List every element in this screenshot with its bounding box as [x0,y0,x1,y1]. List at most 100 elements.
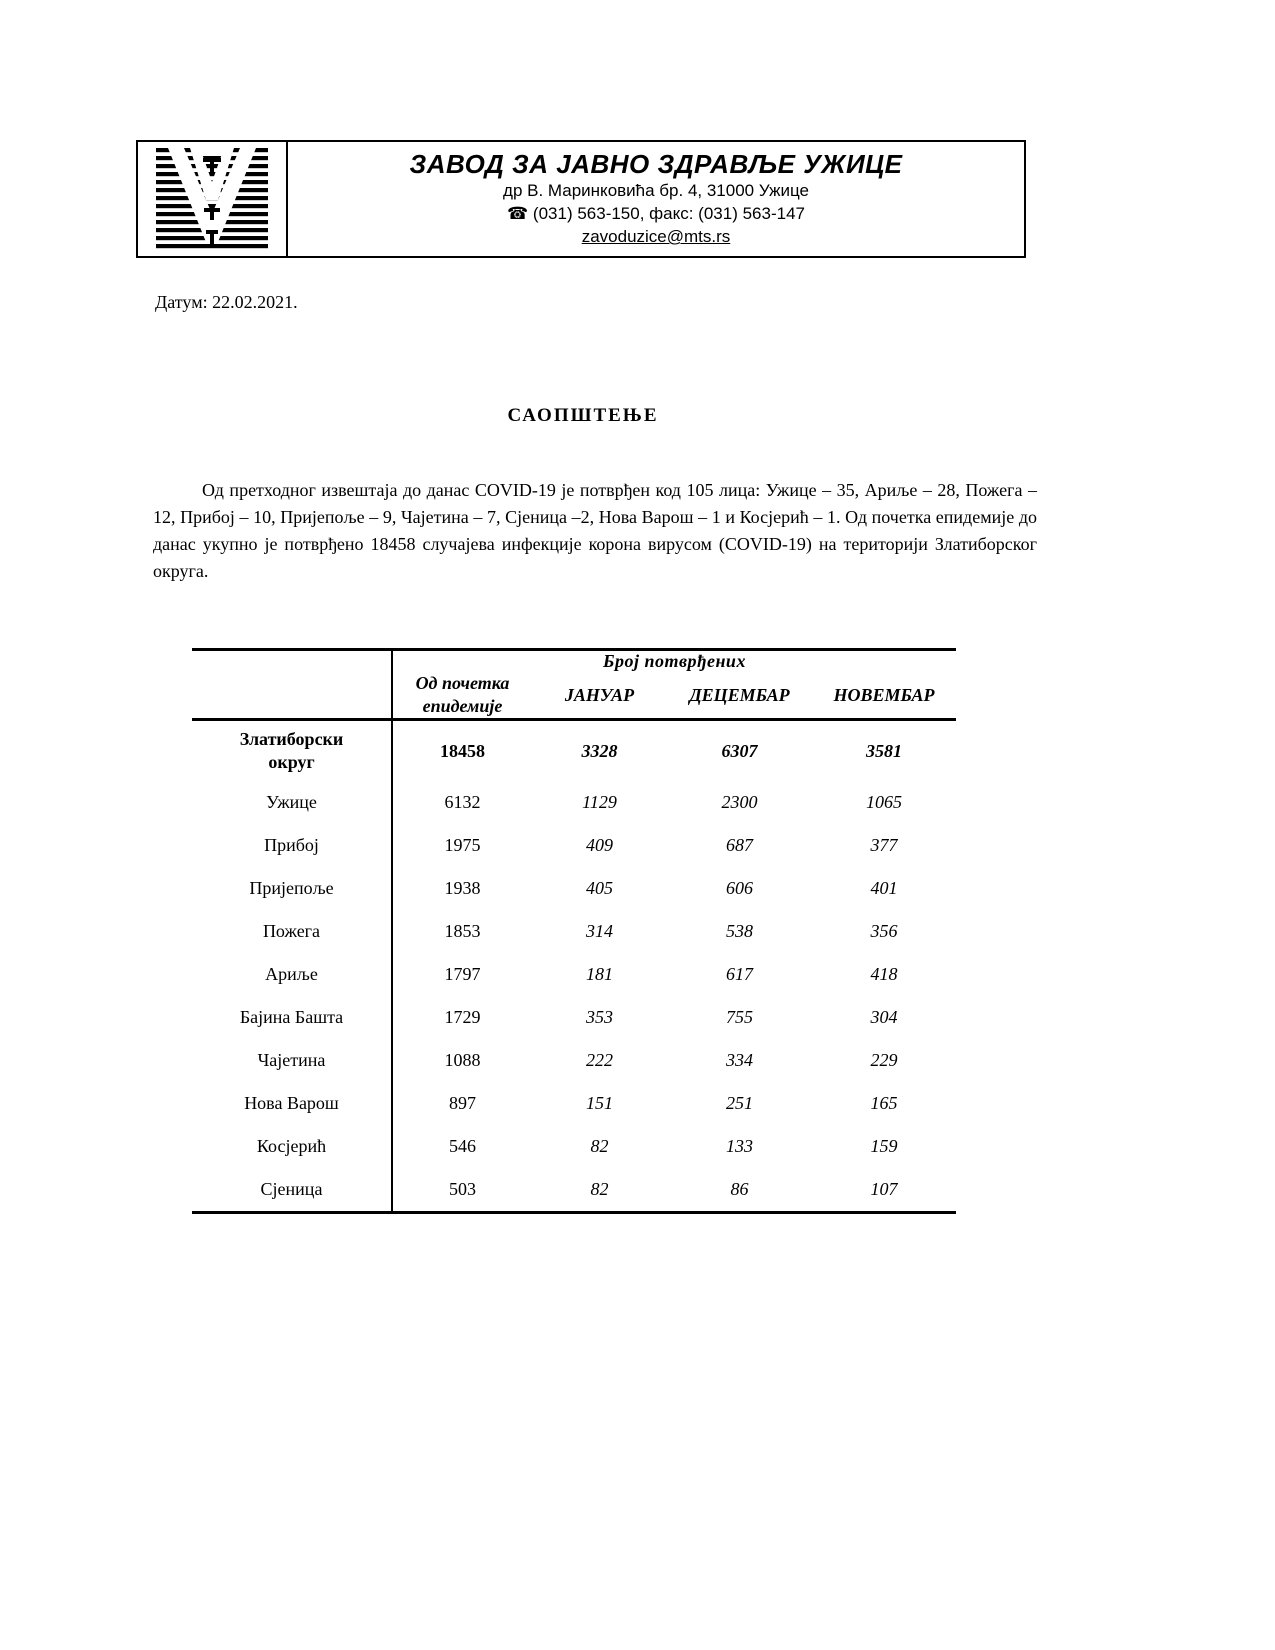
november-cases-cell: 165 [870,1093,898,1113]
table-row: Прибој 1975 409 687 377 [192,824,956,867]
total-cases-cell: 503 [449,1179,476,1199]
municipality-name: Златиборски округ [239,729,344,772]
total-cases-cell: 897 [449,1093,476,1113]
january-cases-cell: 405 [586,878,613,898]
letterhead-text: ЗАВОД ЗА ЈАВНО ЗДРАВЉЕ УЖИЦЕ др В. Марин… [288,142,1024,256]
covid-statistics-table: Број потврђених Од почетка епидемије ЈАН… [192,648,956,1214]
november-cases-cell: 159 [870,1136,898,1156]
municipality-cell: Прибој [192,824,393,867]
table-row: Ужице 6132 1129 2300 1065 [192,781,956,824]
letterhead: ЗАВОД ЗА ЈАВНО ЗДРАВЉЕ УЖИЦЕ др В. Марин… [136,140,1026,258]
org-address: др В. Маринковића бр. 4, 31000 Ужице [503,181,809,200]
municipality-name: Ариље [265,964,318,984]
municipality-name: Косјерић [256,1136,327,1156]
org-email-link[interactable]: zavoduzice@mts.rs [581,227,731,246]
org-email-line: zavoduzice@mts.rs [288,225,1024,248]
logo-cell [138,142,288,256]
table-row: Пријепоље 1938 405 606 401 [192,867,956,910]
january-cases-cell: 3328 [581,740,618,761]
municipality-cell: Ариље [192,953,393,996]
january-cases-cell: 409 [586,835,613,855]
column-header-december: ДЕЦЕМБАР [667,672,812,721]
november-cases-cell: 107 [870,1179,898,1199]
december-cases-cell: 334 [726,1050,753,1070]
municipality-cell: Нова Варош [192,1082,393,1125]
table-column-header-row: Од почетка епидемије ЈАНУАР ДЕЦЕМБАР НОВ… [192,672,956,721]
column-header-total: Од почетка епидемије [392,672,532,721]
november-cases-cell: 1065 [866,792,902,812]
municipality-name: Пријепоље [249,878,334,898]
municipality-name: Прибој [264,835,319,855]
municipality-name: Пожега [262,921,321,941]
municipality-name: Сјеница [260,1179,323,1199]
january-cases-cell: 82 [590,1136,609,1156]
november-cases-cell: 304 [870,1007,898,1027]
december-cases-cell: 2300 [721,792,758,812]
empty-corner-cell [192,649,393,721]
december-cases-cell: 251 [726,1093,753,1113]
december-cases-cell: 755 [726,1007,753,1027]
january-cases-cell: 314 [586,921,613,941]
december-cases-cell: 133 [726,1136,753,1156]
column-header-january: ЈАНУАР [532,672,667,721]
november-cases-cell: 356 [870,921,898,941]
municipality-name: Ужице [266,792,317,812]
total-cases-cell: 1853 [444,921,481,941]
december-cases-cell: 86 [730,1179,749,1199]
january-cases-cell: 1129 [582,792,617,812]
municipality-cell: Ужице [192,781,393,824]
institute-logo-icon [156,148,268,249]
november-cases-cell: 229 [870,1050,898,1070]
phone-icon: ☎ [507,204,529,223]
december-cases-cell: 538 [726,921,753,941]
date-line: Датум: 22.02.2021. [155,292,298,312]
table-row: Златиборски округ 18458 3328 6307 3581 [192,719,956,781]
org-phone: (031) 563-150, факс: (031) 563-147 [532,204,805,223]
table-row: Нова Варош 897 151 251 165 [192,1082,956,1125]
total-cases-cell: 1938 [444,878,481,898]
table-span-header-row: Број потврђених [192,649,956,721]
municipality-name: Чајетина [257,1050,326,1070]
municipality-cell: Бајина Башта [192,996,393,1039]
announcement-paragraph: Од претходног извештаја до данас COVID-1… [153,480,1037,581]
span-header: Број потврђених [603,651,746,671]
november-cases-cell: 377 [870,835,898,855]
table-row: Бајина Башта 1729 353 755 304 [192,996,956,1039]
november-cases-cell: 401 [870,878,898,898]
municipality-cell: Чајетина [192,1039,393,1082]
december-cases-cell: 6307 [721,740,758,761]
december-cases-cell: 687 [726,835,753,855]
total-cases-cell: 1729 [444,1007,481,1027]
january-cases-cell: 151 [586,1093,613,1113]
municipality-cell: Косјерић [192,1125,393,1168]
total-cases-cell: 1088 [444,1050,481,1070]
total-cases-cell: 1975 [444,835,481,855]
column-header-november: НОВЕМБАР [812,672,956,721]
january-cases-cell: 181 [586,964,613,984]
total-cases-cell: 546 [449,1136,476,1156]
january-cases-cell: 353 [586,1007,613,1027]
total-cases-cell: 6132 [444,792,481,812]
table-row: Ариље 1797 181 617 418 [192,953,956,996]
table-row: Пожега 1853 314 538 356 [192,910,956,953]
january-cases-cell: 82 [590,1179,609,1199]
december-cases-cell: 606 [726,878,753,898]
november-cases-cell: 3581 [866,740,902,761]
municipality-cell: Пожега [192,910,393,953]
municipality-cell: Пријепоље [192,867,393,910]
municipality-name: Нова Варош [244,1093,339,1113]
total-cases-cell: 1797 [444,964,481,984]
org-phone-line: ☎ (031) 563-150, факс: (031) 563-147 [288,202,1024,225]
municipality-cell: Сјеница [192,1168,393,1213]
table-row: Сјеница 503 82 86 107 [192,1168,956,1213]
municipality-name: Бајина Башта [239,1007,344,1027]
january-cases-cell: 222 [586,1050,613,1070]
table-row: Косјерић 546 82 133 159 [192,1125,956,1168]
org-name: ЗАВОД ЗА ЈАВНО ЗДРАВЉЕ УЖИЦЕ [409,149,903,179]
november-cases-cell: 418 [870,964,898,984]
total-cases-cell: 18458 [440,740,485,761]
doc-title: САОПШТЕЊЕ [507,405,659,426]
table-row: Чајетина 1088 222 334 229 [192,1039,956,1082]
municipality-cell: Златиборски округ [192,719,393,781]
